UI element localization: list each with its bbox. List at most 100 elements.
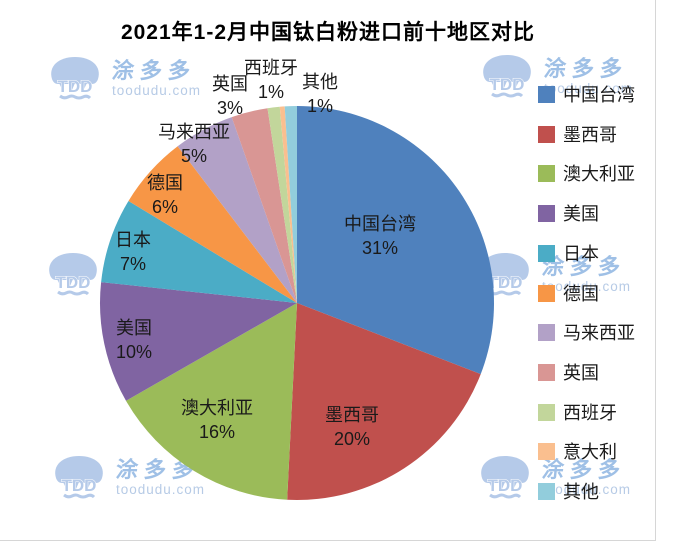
pie-data-label: 墨西哥 20% [325, 403, 379, 451]
watermark: TDD 涂多多 toodudu.com [478, 51, 633, 99]
pie-label-name: 英国 [212, 74, 248, 94]
legend-item: 英国 [538, 362, 599, 383]
legend-swatch [538, 85, 555, 103]
pie-data-label: 马来西亚 5% [158, 120, 230, 168]
pie-data-label: 德国 6% [147, 171, 183, 219]
watermark: TDD 涂多多 toodudu.com [476, 452, 631, 500]
svg-text:TDD: TDD [490, 75, 525, 94]
legend-label: 其他 [563, 482, 599, 502]
pie-label-name: 德国 [147, 173, 183, 193]
legend-item: 德国 [538, 283, 599, 304]
watermark-domain: toodudu.com [116, 482, 206, 497]
pie-label-percent: 7% [119, 254, 146, 274]
pie-label-percent: 10% [115, 342, 153, 362]
legend-swatch [538, 482, 555, 500]
pie-data-label: 日本 7% [115, 228, 151, 276]
pie-data-label: 西班牙 1% [244, 56, 298, 104]
pie-label-percent: 1% [257, 82, 284, 102]
tdd-cloud-logo-icon: TDD [49, 253, 97, 296]
legend-label: 英国 [563, 363, 599, 383]
legend-item: 意大利 [538, 441, 617, 462]
tdd-cloud-logo-icon: TDD [481, 253, 529, 296]
legend-label: 马来西亚 [563, 323, 635, 343]
watermark: TDD 涂多多 toodudu.com [50, 452, 205, 500]
pie-slice [284, 106, 297, 303]
svg-text:TDD: TDD [488, 476, 523, 495]
legend-label: 美国 [563, 204, 599, 224]
legend-swatch [538, 403, 555, 421]
pie-slice [297, 106, 494, 375]
pie-label-name: 日本 [115, 230, 151, 250]
legend-swatch [538, 323, 555, 341]
watermark-domain: toodudu.com [542, 482, 632, 497]
pie-label-name: 墨西哥 [325, 405, 379, 425]
legend-item: 澳大利亚 [538, 163, 635, 184]
legend-swatch [538, 125, 555, 143]
watermark: TDD 涂多多 toodudu.com [476, 249, 631, 297]
legend-swatch [538, 363, 555, 381]
svg-text:TDD: TDD [58, 77, 93, 96]
pie-label-percent: 20% [333, 429, 371, 449]
watermark-domain: toodudu.com [542, 279, 632, 294]
legend-item: 其他 [538, 481, 599, 502]
legend-item: 西班牙 [538, 402, 617, 423]
chart-border-bottom [0, 540, 656, 541]
pie-label-percent: 16% [198, 422, 236, 442]
tdd-cloud-logo-icon: TDD [51, 57, 99, 100]
pie-slice [128, 146, 297, 303]
chart-title: 2021年1-2月中国钛白粉进口前十地区对比 [120, 21, 536, 44]
pie-slice [177, 117, 297, 303]
pie-slice [231, 108, 297, 303]
pie-label-percent: 3% [216, 98, 243, 118]
legend-swatch [538, 284, 555, 302]
tdd-cloud-logo-icon: TDD [55, 456, 103, 499]
pie-slice [99, 282, 297, 401]
pie-data-label: 美国 10% [116, 316, 152, 364]
legend-label: 意大利 [563, 442, 617, 462]
pie-slice [279, 106, 297, 303]
svg-text:TDD: TDD [488, 273, 523, 292]
pie-label-name: 西班牙 [244, 58, 298, 78]
pie-data-label: 中国台湾 31% [344, 212, 416, 260]
pie-label-name: 澳大利亚 [181, 398, 253, 418]
legend-swatch [538, 204, 555, 222]
pie-slice [125, 303, 297, 500]
legend-item: 日本 [538, 243, 599, 264]
legend-label: 中国台湾 [563, 85, 635, 105]
watermark-domain: toodudu.com [112, 83, 202, 98]
pie-label-percent: 6% [151, 197, 178, 217]
legend-swatch [538, 442, 555, 460]
pie-label-name: 马来西亚 [158, 122, 230, 142]
legend-item: 中国台湾 [538, 84, 635, 105]
legend-label: 墨西哥 [563, 125, 617, 145]
watermark: TDD 涂多多 toodudu.com [46, 53, 201, 101]
legend-label: 日本 [563, 244, 599, 264]
svg-text:TDD: TDD [56, 273, 91, 292]
tdd-cloud-logo-icon: TDD [481, 456, 529, 499]
tdd-cloud-logo-icon: TDD [483, 55, 531, 98]
pie-label-name: 中国台湾 [344, 214, 416, 234]
watermark-domain: toodudu.com [544, 81, 634, 96]
pie-slice [101, 200, 297, 303]
pie-slice [287, 303, 481, 500]
pie-label-percent: 1% [306, 96, 333, 116]
legend-label: 德国 [563, 284, 599, 304]
chart-border-right [655, 0, 656, 541]
pie-label-percent: 31% [361, 238, 399, 258]
pie-data-label: 英国 3% [212, 72, 248, 120]
pie-label-name: 其他 [302, 72, 338, 92]
legend-item: 墨西哥 [538, 124, 617, 145]
svg-text:TDD: TDD [62, 476, 97, 495]
legend-swatch [538, 164, 555, 182]
pie-slice [267, 106, 297, 303]
legend-item: 美国 [538, 203, 599, 224]
legend-item: 马来西亚 [538, 322, 635, 343]
legend-label: 澳大利亚 [563, 164, 635, 184]
pie-label-name: 美国 [116, 318, 152, 338]
legend-swatch [538, 244, 555, 262]
pie-label-percent: 5% [180, 146, 207, 166]
pie-data-label: 澳大利亚 16% [181, 396, 253, 444]
pie-data-label: 其他 1% [302, 70, 338, 118]
